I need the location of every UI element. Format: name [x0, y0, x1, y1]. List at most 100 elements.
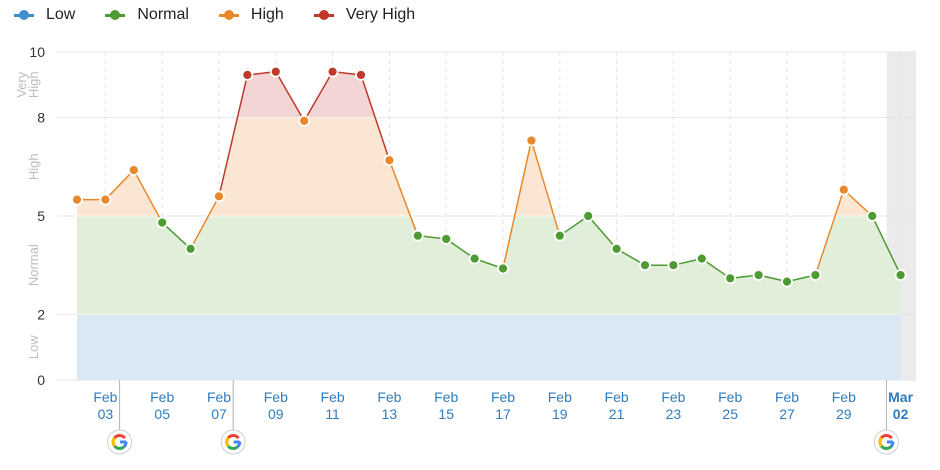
y-tick-label-1: 2 — [37, 306, 45, 322]
data-point[interactable] — [553, 229, 566, 242]
legend-marker-high-icon — [218, 9, 239, 21]
google-marker-badge — [220, 429, 246, 455]
data-point[interactable] — [752, 269, 765, 281]
y-tick-label-0: 0 — [37, 372, 45, 388]
series-line-segment — [843, 189, 873, 217]
google-marker-badge — [873, 429, 899, 455]
x-tick-month-14: Mar — [888, 389, 913, 405]
legend-marker-very-high-icon — [313, 9, 334, 21]
y-band-label-high: High — [26, 153, 41, 180]
data-point[interactable] — [497, 262, 509, 275]
data-point[interactable] — [383, 154, 396, 167]
legend-label-low: Low — [46, 6, 76, 23]
series-line-segment — [502, 140, 533, 269]
x-tick-month-4: Feb — [321, 389, 345, 405]
data-point[interactable] — [667, 259, 680, 272]
x-tick-day-11: 25 — [722, 406, 738, 422]
y-band-label-normal: Normal — [26, 244, 41, 286]
data-point[interactable] — [213, 190, 225, 203]
x-tick-day-0: 03 — [98, 406, 114, 422]
series-line-segment — [133, 169, 163, 223]
data-point[interactable] — [610, 242, 623, 255]
google-g-icon[interactable] — [878, 434, 895, 450]
data-point[interactable] — [184, 242, 197, 255]
legend-item-high[interactable]: High — [218, 6, 284, 24]
x-tick-day-9: 21 — [609, 406, 625, 422]
data-point[interactable] — [468, 252, 481, 265]
x-tick-month-5: Feb — [377, 389, 401, 405]
data-point[interactable] — [440, 233, 453, 245]
legend-label-high: High — [250, 6, 284, 23]
data-point[interactable] — [866, 210, 879, 222]
x-tick-month-2: Feb — [207, 389, 231, 405]
x-tick-month-8: Feb — [548, 389, 572, 405]
x-tick-day-6: 15 — [438, 406, 454, 422]
series-line-segment — [530, 140, 561, 236]
data-point[interactable] — [894, 269, 907, 281]
x-tick-month-9: Feb — [605, 389, 629, 405]
x-tick-day-12: 27 — [779, 406, 795, 422]
data-point[interactable] — [837, 183, 850, 196]
series-line-segment — [360, 74, 391, 161]
legend-item-normal[interactable]: Normal — [105, 6, 189, 24]
legend-item-very-high[interactable]: Very High — [313, 6, 415, 24]
x-tick-day-13: 29 — [836, 406, 852, 422]
x-tick-day-5: 13 — [382, 406, 398, 422]
series-line-segment — [303, 71, 334, 122]
x-tick-month-12: Feb — [775, 389, 799, 405]
data-point[interactable] — [99, 193, 112, 206]
x-tick-month-10: Feb — [661, 389, 685, 405]
data-point[interactable] — [695, 252, 708, 265]
data-point[interactable] — [411, 229, 424, 242]
legend-item-low[interactable]: Low — [14, 6, 75, 24]
data-point[interactable] — [781, 275, 793, 288]
x-tick-day-14: 02 — [893, 406, 909, 422]
y-tick-label-2: 5 — [37, 208, 45, 224]
x-tick-day-7: 17 — [495, 406, 511, 422]
google-marker-badge — [107, 429, 133, 455]
data-point[interactable] — [355, 69, 367, 81]
series-line-segment — [218, 74, 249, 197]
x-tick-month-13: Feb — [832, 389, 856, 405]
area-band-low — [77, 314, 901, 380]
google-g-icon[interactable] — [225, 434, 242, 450]
data-point[interactable] — [156, 216, 169, 229]
data-point[interactable] — [525, 134, 538, 147]
data-point[interactable] — [809, 269, 822, 281]
legend: Low Normal High Very High — [14, 3, 445, 27]
data-point[interactable] — [298, 114, 311, 127]
y-band-label-very-high: VeryHigh — [14, 71, 41, 98]
google-g-icon[interactable] — [111, 434, 128, 450]
data-point[interactable] — [724, 272, 737, 285]
data-point[interactable] — [639, 259, 651, 272]
x-tick-day-2: 07 — [211, 406, 227, 422]
data-point[interactable] — [127, 164, 140, 176]
x-tick-day-4: 11 — [325, 406, 340, 422]
series-line-segment — [104, 169, 135, 201]
series-line-segment — [161, 222, 192, 250]
x-tick-month-0: Feb — [93, 389, 117, 405]
data-point[interactable] — [241, 69, 254, 81]
series-line-segment — [275, 71, 305, 122]
legend-marker-low-icon — [14, 9, 34, 21]
series-line-segment — [587, 215, 618, 250]
x-tick-day-10: 23 — [666, 406, 682, 422]
x-tick-day-8: 19 — [552, 406, 568, 422]
y-tick-label-4: 10 — [29, 44, 45, 60]
x-tick-month-3: Feb — [264, 389, 288, 405]
legend-label-normal: Normal — [137, 6, 189, 23]
series-line-segment — [814, 189, 845, 276]
data-point[interactable] — [71, 193, 83, 206]
y-band-label-low: Low — [26, 335, 41, 359]
y-tick-label-3: 8 — [37, 110, 45, 126]
data-point[interactable] — [326, 65, 339, 78]
data-point[interactable] — [269, 65, 282, 78]
series-line-segment — [388, 159, 419, 236]
series-line-segment — [871, 215, 902, 276]
x-tick-month-11: Feb — [718, 389, 742, 405]
x-tick-day-1: 05 — [154, 406, 170, 422]
x-tick-day-3: 09 — [268, 406, 284, 422]
data-point[interactable] — [582, 210, 595, 222]
x-tick-month-1: Feb — [150, 389, 174, 405]
